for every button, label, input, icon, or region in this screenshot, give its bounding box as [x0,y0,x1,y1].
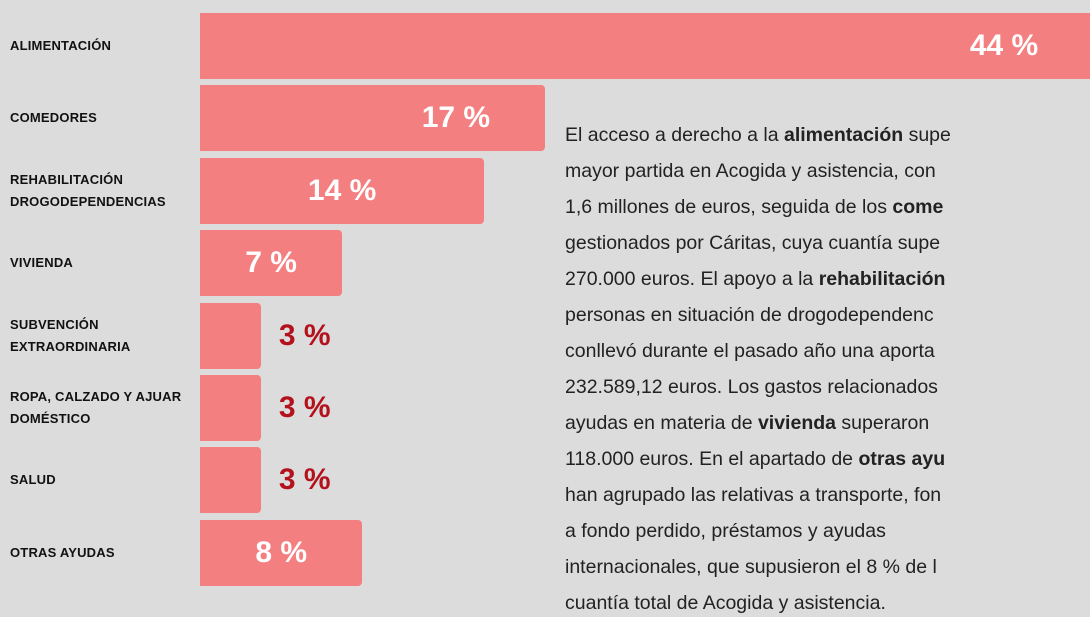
text-line: cuantía total de Acogida y asistencia. [565,585,1090,617]
text-line: personas en situación de drogodependenc [565,297,1090,333]
bar [200,230,343,297]
text-line: 118.000 euros. En el apartado de otras a… [565,441,1090,477]
category-label: REHABILITACIÓN DROGODEPENDENCIAS [10,171,166,209]
text: 232.589,12 euros. Los gastos relacionado… [565,376,938,398]
category-label: SUBVENCIÓN EXTRAORDINARIA [10,316,131,354]
bold-text: vivienda [757,412,836,434]
value-label: 44 % [969,29,1039,62]
value-label: 3 % [278,391,331,424]
category-label: COMEDORES [10,110,98,126]
text-line: 232.589,12 euros. Los gastos relacionado… [565,369,1090,405]
category-label: VIVIENDA [10,255,74,271]
paragraph: El acceso a derecho a la alimentación su… [565,117,1090,617]
category-label: ROPA, CALZADO Y AJUAR DOMÉSTICO [10,389,182,426]
text: gestionados por Cáritas, cuya cuantía su… [565,232,941,254]
bar [200,13,1090,79]
text: cuantía total de Acogida y asistencia. [565,592,886,614]
text: ayudas en materia de [565,412,758,434]
bold-text: rehabilitación [818,268,946,290]
text-line: conllevó durante el pasado año una aport… [565,333,1090,369]
text: El acceso a derecho a la [565,124,784,146]
text-line: internacionales, que supusieron el 8 % d… [565,549,1090,585]
text: mayor partida en Acogida y asistencia, c… [565,160,936,182]
text-line: ayudas en materia de vivienda superaron [565,405,1090,441]
bar [200,447,261,514]
text: internacionales, que supusieron el 8 % d… [565,556,937,578]
text-line: 1,6 millones de euros, seguida de los co… [565,189,1090,225]
bar [200,375,261,441]
text-line: han agrupado las relativas a transporte,… [565,477,1090,513]
text-line: gestionados por Cáritas, cuya cuantía su… [565,225,1090,261]
category-label: SALUD [10,472,56,488]
value-label: 7 % [245,246,297,280]
value-label: 17 % [421,101,491,135]
text: 270.000 euros. El apoyo a la [565,268,819,290]
bar [200,519,363,586]
text: superaron [836,412,930,434]
text-line: mayor partida en Acogida y asistencia, c… [565,153,1090,189]
bold-text: alimentación [783,124,904,146]
text: a fondo perdido, préstamos y ayudas [565,520,886,542]
category-label: OTRAS AYUDAS [10,544,115,560]
bar [200,157,485,224]
bar [200,85,546,152]
text: personas en situación de drogodependenc [565,304,934,326]
text: han agrupado las relativas a transporte,… [565,484,942,506]
text: 118.000 euros. En el apartado de [565,448,859,470]
value-label: 8 % [255,535,308,569]
bar [200,302,261,369]
category-label: ALIMENTACIÓN [10,38,112,53]
text-line: 270.000 euros. El apoyo a la rehabilitac… [565,261,1090,297]
value-label: 3 % [278,318,331,352]
text-line: El acceso a derecho a la alimentación su… [565,117,1090,153]
text: conllevó durante el pasado año una aport… [565,340,935,362]
value-label: 3 % [278,463,331,497]
text: 1,6 millones de euros, seguida de los [565,196,893,218]
bold-text: otras ayu [858,448,946,470]
text-line: a fondo perdido, préstamos y ayudas [565,513,1090,549]
value-label: 14 % [307,173,377,207]
text: supe [903,124,951,146]
bold-text: come [892,196,944,218]
